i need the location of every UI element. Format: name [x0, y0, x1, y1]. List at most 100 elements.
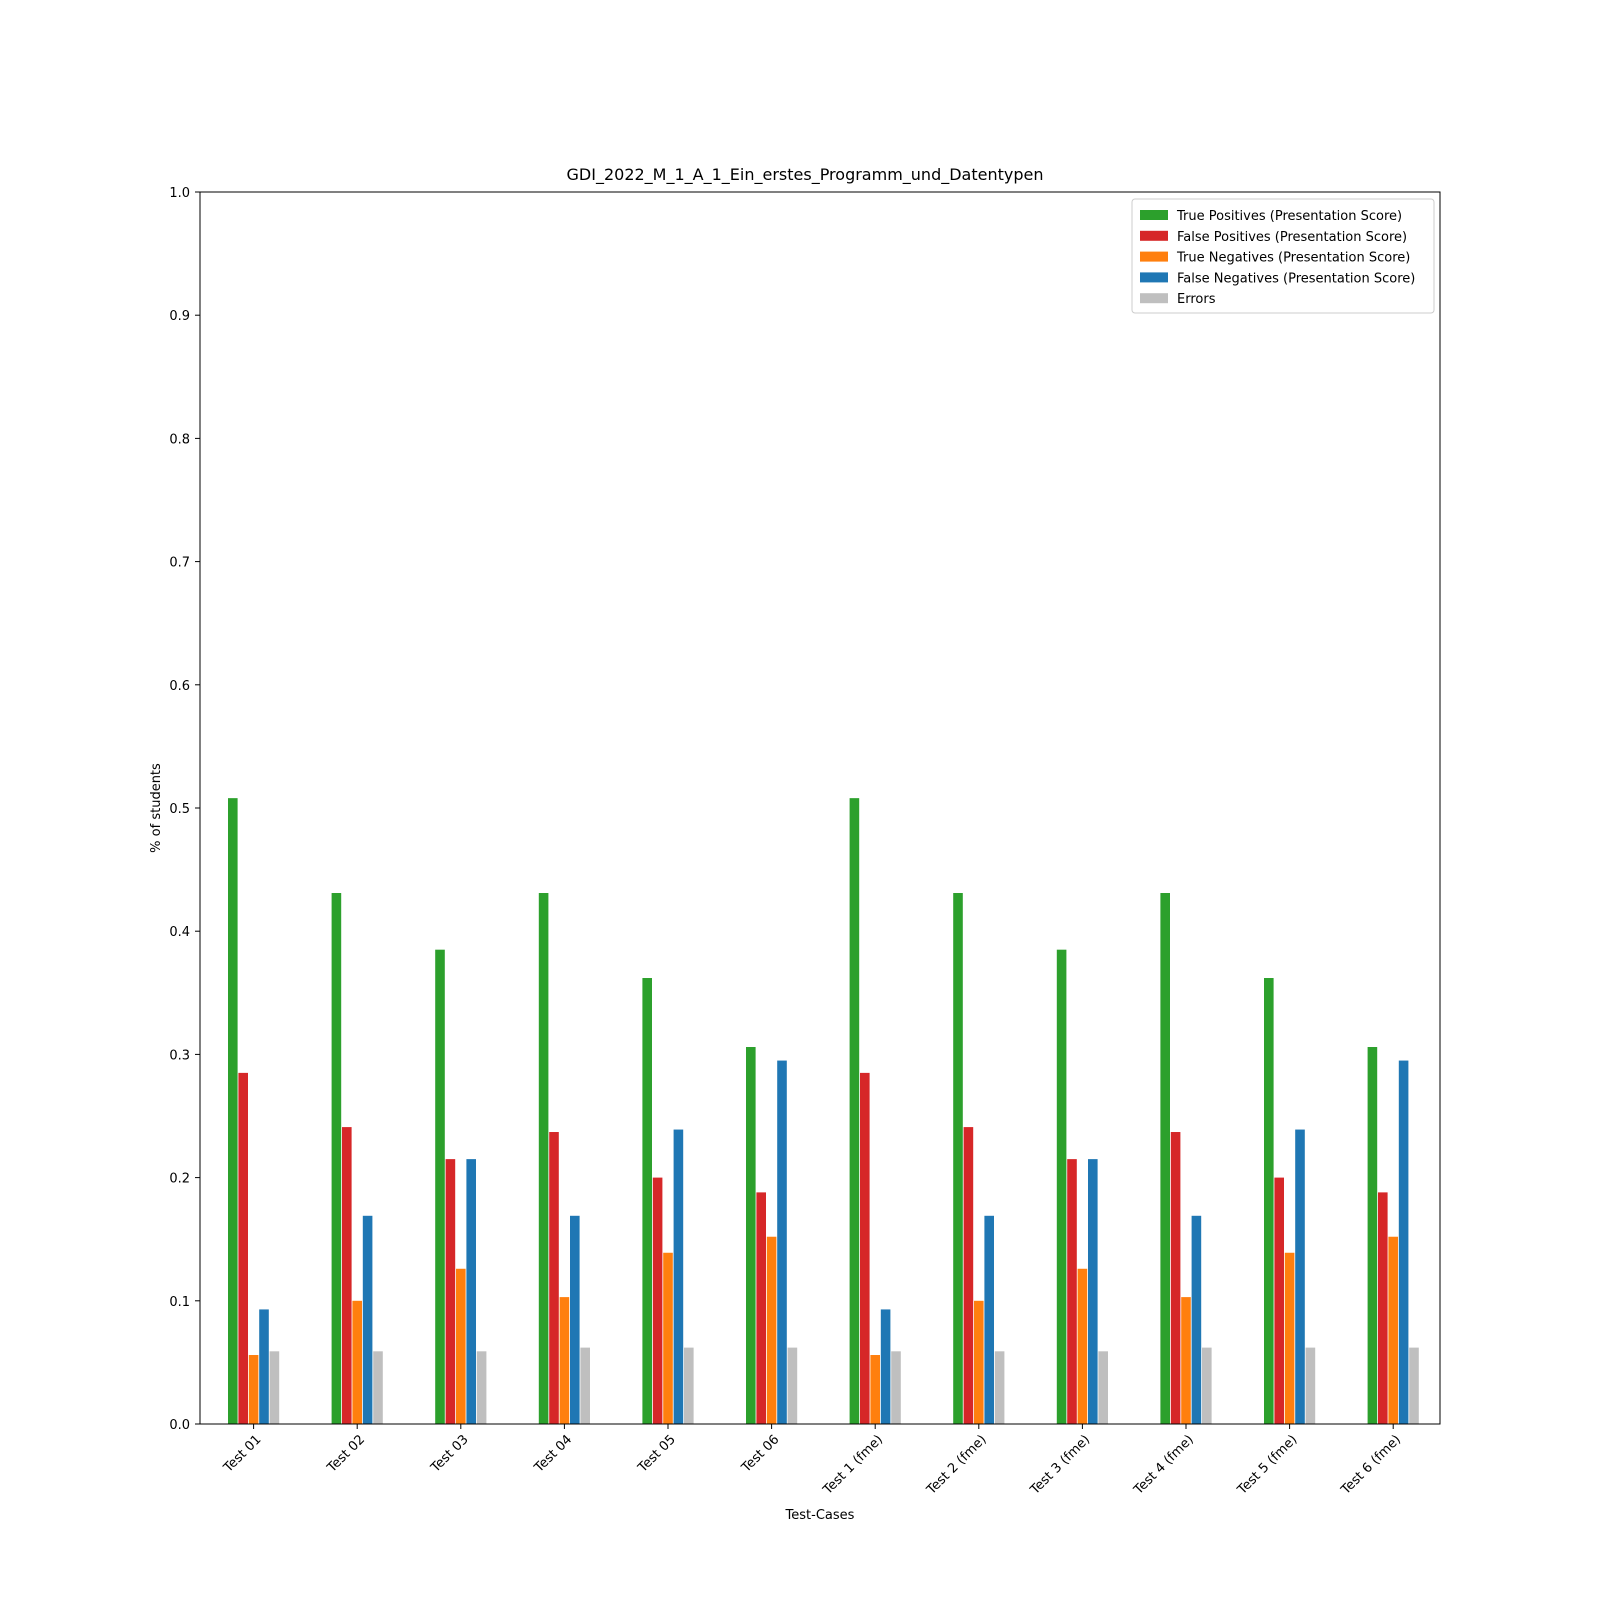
bar [1367, 1047, 1378, 1424]
x-tick-label: Test 5 (fme) [1234, 1432, 1300, 1498]
bar [1295, 1129, 1305, 1424]
legend-swatch [1140, 251, 1168, 262]
x-tick-label: Test 02 [324, 1432, 368, 1476]
bar [974, 1300, 984, 1424]
y-tick-label: 0.1 [169, 1295, 190, 1310]
y-tick-label: 0.8 [169, 432, 190, 447]
legend-box [1131, 198, 1435, 314]
legend: True Positives (Presentation Score) False… [1131, 198, 1435, 314]
y-tick-label: 0.6 [169, 679, 190, 694]
bar [476, 1351, 487, 1424]
bar [663, 1252, 673, 1424]
bar [1378, 1192, 1388, 1424]
bar [549, 1132, 559, 1424]
x-tick-label: Test 6 (fme) [1338, 1432, 1404, 1498]
bars-layer [228, 798, 1419, 1424]
y-tick-label: 0.7 [169, 556, 190, 571]
y-tick-label: 0.9 [169, 309, 190, 324]
legend-label: True Positives (Presentation Score) [1176, 209, 1402, 224]
bar [953, 893, 963, 1424]
bar [673, 1129, 684, 1424]
bar [1067, 1159, 1077, 1424]
x-axis-label: Test-Cases [785, 1508, 855, 1523]
bar [787, 1347, 798, 1424]
bar [435, 949, 445, 1424]
bar [870, 1355, 880, 1424]
bar [1274, 1177, 1284, 1424]
legend-swatch [1140, 230, 1168, 241]
legend-swatch [1140, 272, 1168, 283]
bar [269, 1351, 280, 1424]
x-tick-label: Test 03 [428, 1432, 472, 1476]
y-tick-label: 0.0 [169, 1418, 190, 1433]
bar [766, 1236, 777, 1424]
bar [1088, 1159, 1098, 1424]
bar [538, 893, 549, 1424]
bar [1170, 1132, 1181, 1424]
x-tick-label: Test 04 [531, 1432, 575, 1476]
bar [642, 978, 652, 1424]
bar [777, 1060, 787, 1424]
x-tick-label: Test 1 (fme) [820, 1432, 886, 1498]
bar [994, 1351, 1005, 1424]
bar [746, 1047, 756, 1424]
bar [1388, 1236, 1398, 1424]
x-tick-label: Test 2 (fme) [923, 1432, 989, 1498]
bar [756, 1192, 766, 1424]
bar [466, 1159, 476, 1424]
bar [849, 798, 860, 1424]
y-tick-label: 0.3 [169, 1048, 190, 1063]
x-axis: Test 01 Test 02 Test 03 Test 04 Test 05 Test … [220, 1424, 1404, 1498]
bar [342, 1127, 352, 1424]
bar [1191, 1215, 1202, 1424]
bar [891, 1351, 901, 1424]
legend-swatch [1140, 293, 1168, 304]
bar [331, 893, 342, 1424]
bar [1409, 1347, 1419, 1424]
bar [580, 1347, 590, 1424]
x-tick-label: Test 3 (fme) [1027, 1432, 1093, 1498]
bar [984, 1215, 994, 1424]
y-tick-label: 0.4 [169, 925, 190, 940]
y-tick-label: 0.2 [169, 1172, 190, 1187]
x-tick-label: Test 4 (fme) [1131, 1432, 1197, 1498]
bar [1264, 978, 1274, 1424]
bar [1077, 1268, 1088, 1424]
bar [352, 1300, 362, 1424]
legend-label: Errors [1177, 292, 1216, 307]
legend-label: False Positives (Presentation Score) [1177, 230, 1407, 245]
plot-frame [199, 191, 1441, 1425]
bar [373, 1351, 383, 1424]
legend-label: False Negatives (Presentation Score) [1177, 271, 1415, 286]
bar [259, 1309, 269, 1424]
bar [1181, 1297, 1191, 1424]
bar [248, 1355, 259, 1424]
bar [238, 1072, 248, 1424]
bar [456, 1268, 466, 1424]
bar [963, 1127, 974, 1424]
y-tick-label: 1.0 [169, 186, 190, 201]
x-tick-label: Test 01 [220, 1432, 264, 1476]
y-axis-label: % of students [149, 763, 164, 853]
legend-swatch [1140, 210, 1168, 220]
bar [652, 1177, 663, 1424]
bar [445, 1159, 456, 1424]
bar [559, 1297, 570, 1424]
bar [860, 1072, 870, 1424]
chart-title: GDI_2022_M_1_A_1_Ein_erstes_Programm_und… [567, 165, 1044, 185]
legend-label: True Negatives (Presentation Score) [1176, 251, 1410, 266]
bar [880, 1309, 891, 1424]
bar [1305, 1347, 1316, 1424]
bar [362, 1215, 373, 1424]
bar [1056, 949, 1067, 1424]
x-tick-label: Test 06 [738, 1432, 782, 1476]
y-axis: 0.0 0.1 0.2 0.3 0.4 0.5 0.6 0.7 0.8 0.9 1.0 [169, 186, 200, 1433]
bar [1160, 893, 1170, 1424]
bar [1284, 1252, 1295, 1424]
bar [1202, 1347, 1212, 1424]
bar [1098, 1351, 1108, 1424]
bar [570, 1215, 580, 1424]
bar [684, 1347, 694, 1424]
x-tick-label: Test 05 [635, 1432, 679, 1476]
